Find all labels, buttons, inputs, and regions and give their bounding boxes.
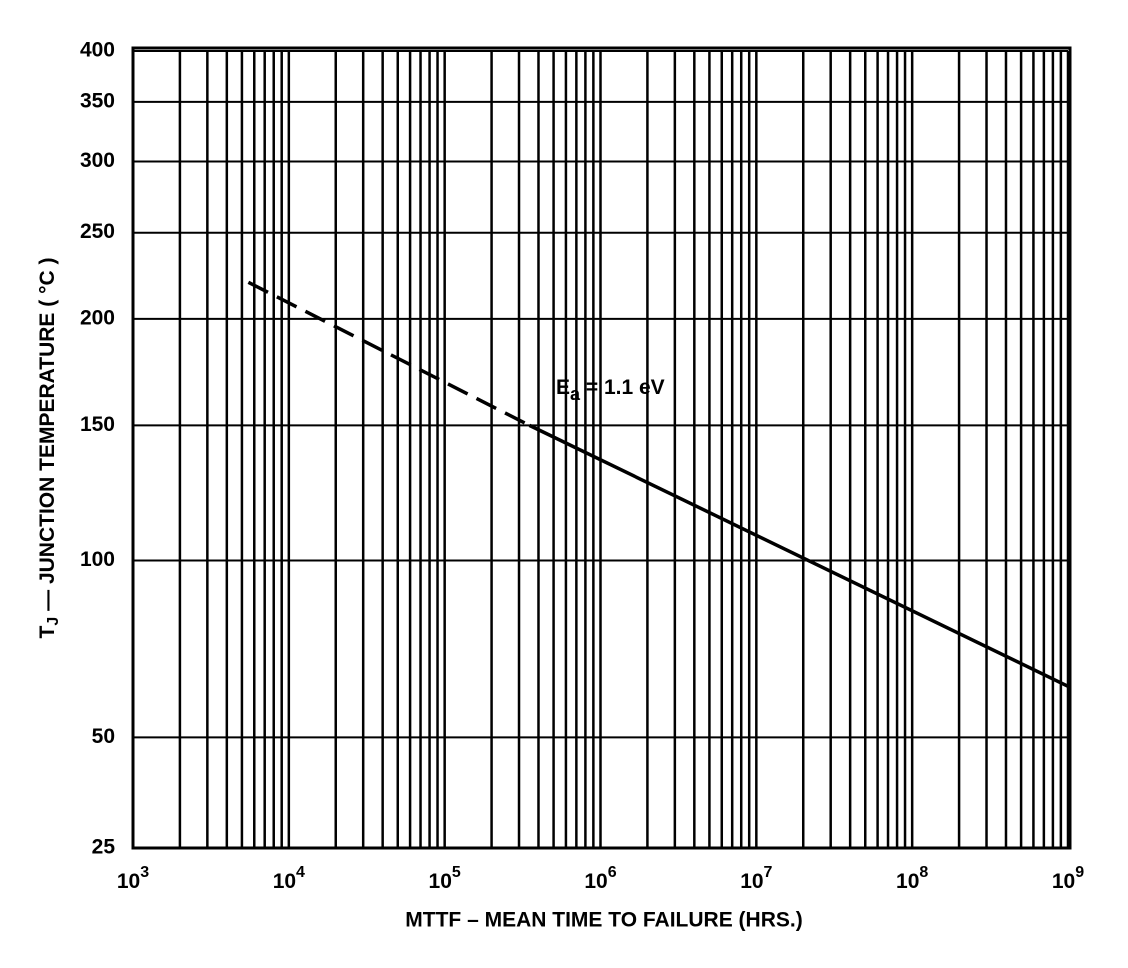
x-tick-base: 10 [584,870,607,893]
x-tick-label: 108 [896,864,928,892]
y-tick-label: 50 [92,725,115,748]
y-tick-label: 100 [80,548,115,571]
x-tick-base: 10 [896,870,919,893]
y-tick-label: 250 [80,220,115,243]
x-tick-base: 10 [117,870,140,893]
y-axis-label: TJ — JUNCTION TEMPERATURE ( °C ) [36,258,63,639]
x-tick-label: 105 [429,864,461,892]
x-tick-base: 10 [740,870,763,893]
plot-frame [131,46,1072,850]
y-tick-label: 150 [80,413,115,436]
y-tick-label: 25 [92,836,116,859]
y-label-rest: — JUNCTION TEMPERATURE ( °C ) [36,258,59,617]
x-tick-base: 10 [273,870,296,893]
x-tick-exponent: 8 [919,864,928,881]
x-axis-label: MTTF – MEAN TIME TO FAILURE (HRS.) [405,909,802,932]
x-tick-label: 109 [1052,864,1084,892]
x-tick-base: 10 [1052,870,1075,893]
y-label-sub: J [45,617,62,626]
y-label-main: T [36,625,59,638]
annotation-main: E [556,376,570,399]
x-tick-exponent: 5 [452,864,461,881]
line-series [247,280,531,427]
y-tick-label: 200 [80,306,115,329]
x-tick-label: 107 [740,864,772,892]
y-tick-label: 350 [80,89,115,112]
line-series [528,423,1069,688]
y-tick-label: 300 [80,149,115,172]
x-tick-exponent: 6 [608,864,617,881]
x-tick-exponent: 4 [296,864,305,881]
x-tick-label: 106 [584,864,616,892]
x-tick-base: 10 [429,870,452,893]
x-tick-exponent: 3 [140,864,149,881]
x-tick-exponent: 9 [1075,864,1084,881]
x-tick-label: 103 [117,864,149,892]
y-tick-label: 400 [80,39,115,62]
x-tick-label: 104 [273,864,305,892]
x-tick-exponent: 7 [764,864,773,881]
